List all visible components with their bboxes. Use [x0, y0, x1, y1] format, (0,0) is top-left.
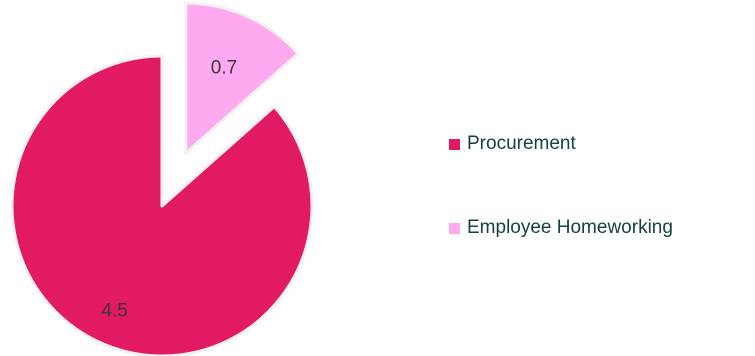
- legend-item-procurement: Procurement: [449, 130, 755, 158]
- data-label-procurement: 4.5: [101, 300, 127, 321]
- legend-swatch-employee-homeworking: [449, 222, 460, 234]
- pie-slice-procurement: [10, 54, 314, 356]
- legend-item-employee-homeworking: Employee Homeworking: [449, 214, 755, 242]
- legend-swatch-procurement: [449, 138, 460, 150]
- pie-plot-area: 4.5 0.7: [10, 1, 314, 356]
- chart-legend: Procurement Employee Homeworking: [449, 130, 755, 298]
- pie-slice-employee-homeworking: [184, 1, 300, 155]
- legend-label-procurement: Procurement: [467, 133, 576, 154]
- data-label-employee-homeworking: 0.7: [211, 57, 237, 78]
- legend-label-employee-homeworking: Employee Homeworking: [467, 217, 673, 238]
